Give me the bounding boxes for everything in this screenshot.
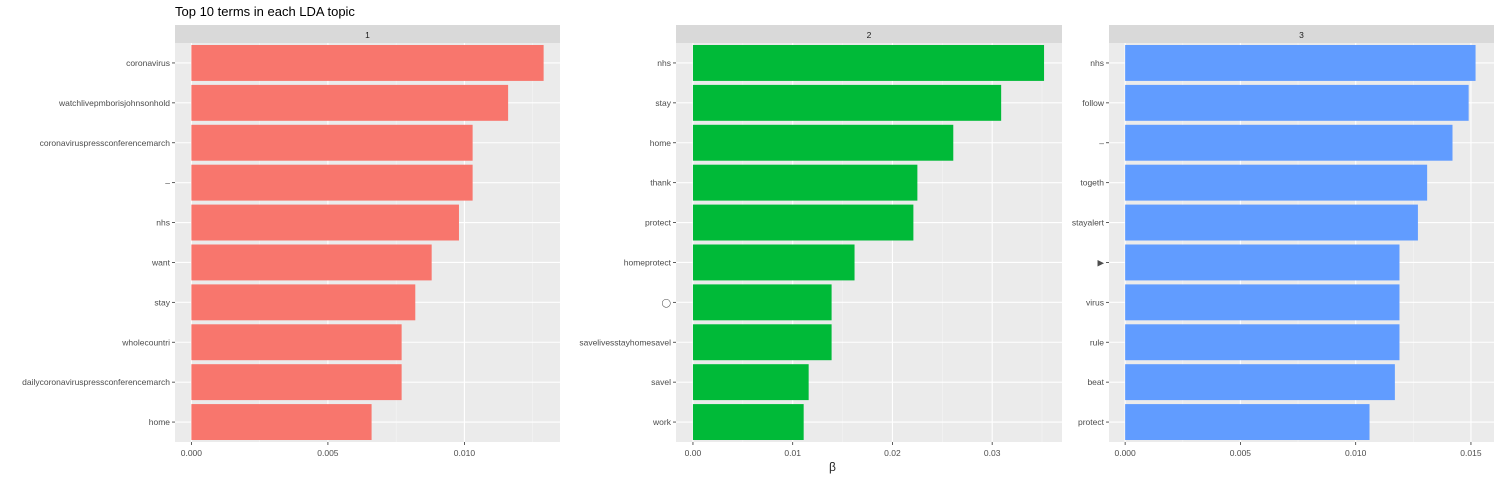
category-label: wholecountri	[121, 337, 170, 347]
bar-8	[692, 324, 832, 361]
facet-panel-2: nhs stay home thank protect homeprotect ◯ savel…	[579, 25, 1062, 458]
bar-6	[191, 244, 432, 281]
bar-10	[692, 404, 804, 441]
x-tick-label: 0.010	[1345, 448, 1367, 458]
chart-title: Top 10 terms in each LDA topic	[175, 4, 355, 19]
category-label: beat	[1087, 377, 1104, 387]
facet-strip-label: 2	[867, 30, 872, 40]
bar-3	[692, 124, 954, 161]
category-label: watchlivepmborisjohnsonhold	[58, 98, 170, 108]
category-label: thank	[650, 178, 672, 188]
category-label: nhs	[657, 58, 671, 68]
category-label: dailycoronaviruspressconferencemarch	[22, 377, 170, 387]
facet-panel-1: coronavirus watchlivepmborisjohnsonhold co…	[22, 25, 560, 458]
category-label: coronavirus	[126, 58, 170, 68]
category-label: want	[151, 257, 171, 267]
bar-4	[692, 164, 918, 201]
category-label: savel	[651, 377, 671, 387]
facet-panel-3: nhs follow – togeth stayalert ▶ virus rule beat p…	[1072, 25, 1494, 458]
bar-2	[191, 84, 509, 121]
bar-7	[191, 284, 416, 321]
bar-6	[1125, 244, 1400, 281]
category-label: ◯	[661, 297, 671, 307]
x-tick-label: 0.005	[317, 448, 339, 458]
category-label: ▶	[1097, 257, 1104, 267]
category-label: –	[165, 178, 170, 188]
bar-4	[1125, 164, 1428, 201]
x-tick-label: 0.01	[784, 448, 801, 458]
bar-8	[1125, 324, 1400, 361]
facet-strip	[175, 25, 560, 43]
bar-8	[191, 324, 402, 361]
facet-strip-label: 1	[365, 30, 370, 40]
category-label: stayalert	[1072, 218, 1105, 228]
bar-9	[692, 364, 809, 401]
category-label: follow	[1082, 98, 1105, 108]
category-label: virus	[1086, 297, 1104, 307]
x-tick-label: 0.02	[884, 448, 901, 458]
bar-7	[692, 284, 832, 321]
bar-9	[1125, 364, 1395, 401]
x-tick-label: 0.000	[181, 448, 203, 458]
bar-5	[191, 204, 459, 241]
bar-2	[692, 84, 1002, 121]
category-label: home	[149, 417, 171, 427]
bar-6	[692, 244, 855, 281]
bar-3	[191, 124, 473, 161]
category-label: nhs	[1090, 58, 1104, 68]
x-tick-label: 0.010	[454, 448, 476, 458]
bar-3	[1125, 124, 1453, 161]
category-label: savelivesstayhomesavel	[579, 337, 671, 347]
category-label: coronaviruspressconferencemarch	[40, 138, 171, 148]
category-label: protect	[1078, 417, 1105, 427]
category-label: homeprotect	[624, 257, 672, 267]
x-tick-label: 0.000	[1114, 448, 1136, 458]
bar-1	[692, 44, 1045, 81]
category-label: stay	[154, 297, 170, 307]
category-label: togeth	[1080, 178, 1104, 188]
bar-1	[1125, 44, 1476, 81]
x-tick-label: 0.03	[984, 448, 1001, 458]
facet-strip	[1109, 25, 1494, 43]
bar-5	[1125, 204, 1418, 241]
bar-5	[692, 204, 914, 241]
x-tick-label: 0.00	[685, 448, 702, 458]
x-tick-label: 0.015	[1460, 448, 1482, 458]
bar-2	[1125, 84, 1469, 121]
category-label: rule	[1090, 337, 1104, 347]
category-label: –	[1099, 138, 1104, 148]
category-label: nhs	[156, 218, 170, 228]
facet-strip-label: 3	[1299, 30, 1304, 40]
bar-7	[1125, 284, 1400, 321]
bar-10	[1125, 404, 1370, 441]
category-label: home	[650, 138, 672, 148]
facet-strip	[676, 25, 1062, 43]
category-label: work	[652, 417, 672, 427]
bar-4	[191, 164, 473, 201]
category-label: protect	[645, 218, 672, 228]
bar-9	[191, 364, 402, 401]
bar-1	[191, 44, 544, 81]
x-axis-label: β	[829, 460, 836, 474]
category-label: stay	[655, 98, 671, 108]
x-tick-label: 0.005	[1230, 448, 1252, 458]
bar-10	[191, 404, 372, 441]
